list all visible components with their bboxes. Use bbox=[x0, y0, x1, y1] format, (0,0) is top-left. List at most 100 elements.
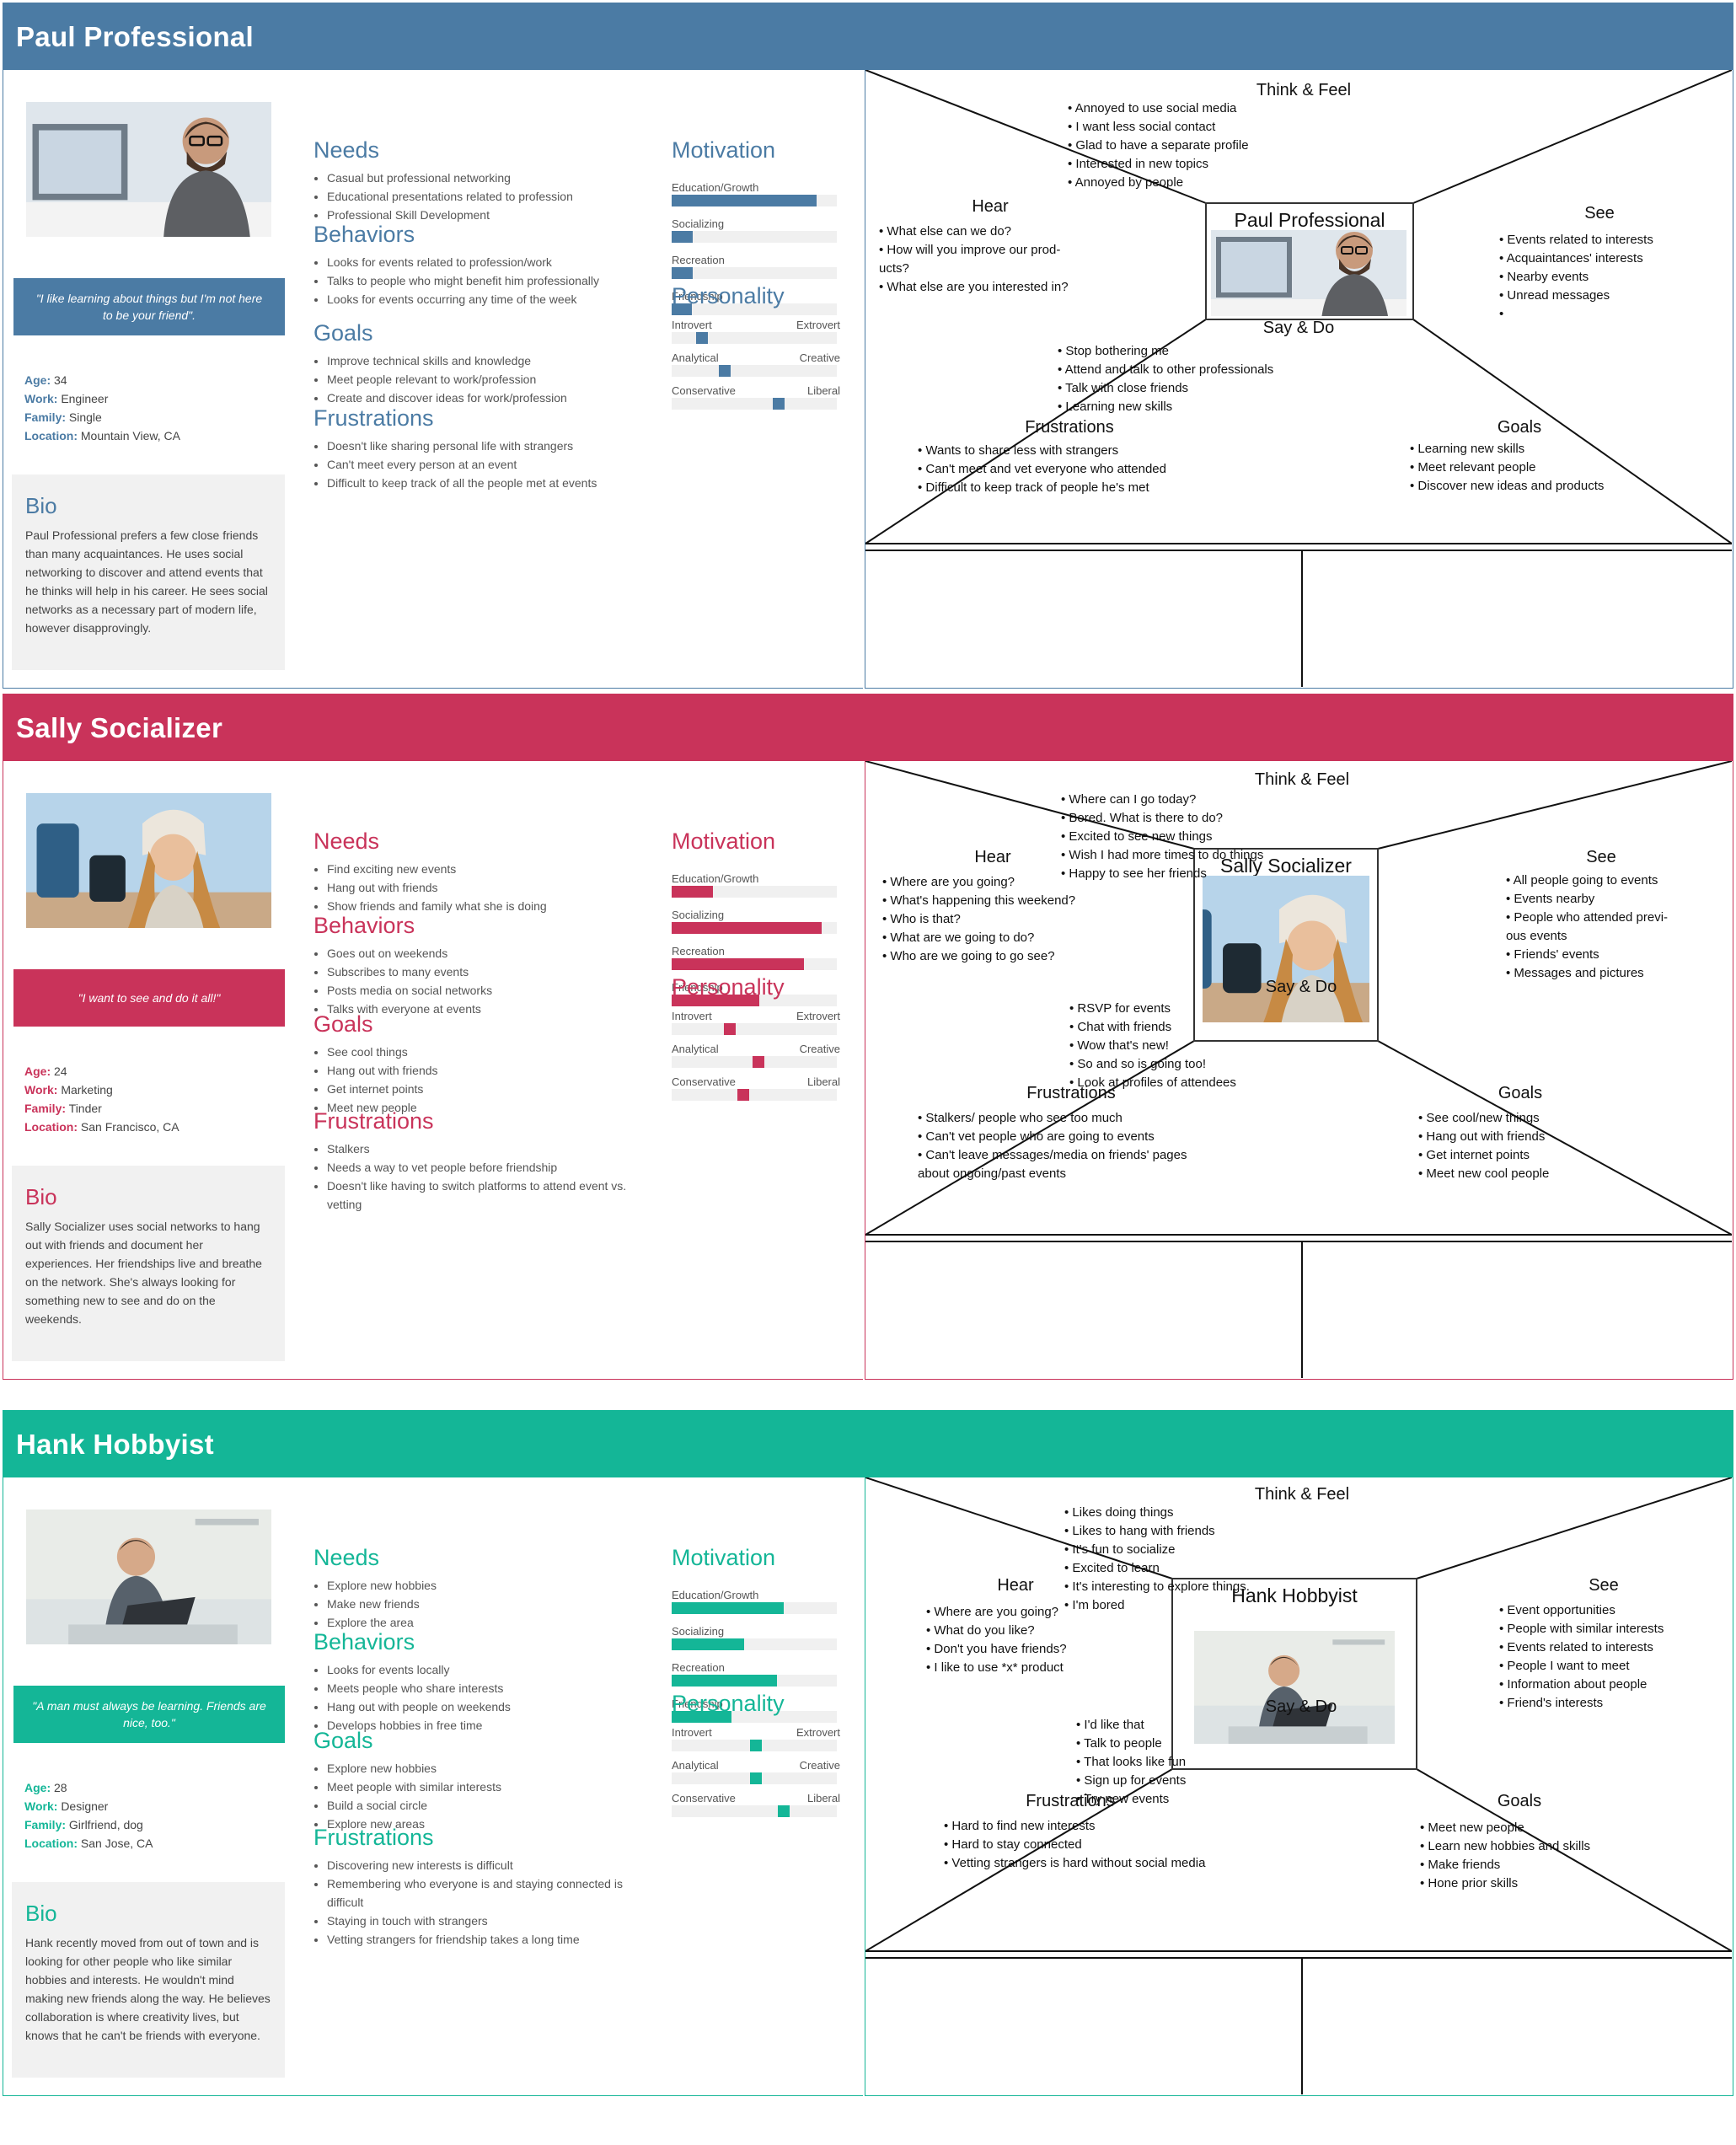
personality-labels: Conservative Liberal bbox=[672, 1075, 840, 1089]
empathy-item-text: RSVP for events bbox=[1077, 1001, 1171, 1016]
personality-title: Personality bbox=[672, 1691, 785, 1716]
empathy-item-text: Hang out with friends bbox=[1426, 1129, 1545, 1144]
empathy-item-text: People I want to meet bbox=[1507, 1659, 1630, 1673]
motivation-label: Recreation bbox=[672, 1661, 725, 1674]
fact-location: Location: San Francisco, CA bbox=[24, 1118, 179, 1136]
empathy-item: • Nearby events bbox=[1499, 270, 1589, 284]
persona-profile: "I want to see and do it all!" Age: 24 Wor… bbox=[3, 761, 863, 1380]
think-feel-title: Think & Feel bbox=[1255, 1485, 1349, 1504]
motivation-label: Education/Growth bbox=[672, 1589, 759, 1601]
quote-text: "A man must always be learning. Friends … bbox=[32, 1699, 266, 1729]
divider-line bbox=[865, 761, 1195, 850]
personality-row: Analytical Creative bbox=[672, 1758, 840, 1784]
scale-left-label: Introvert bbox=[672, 319, 712, 331]
empathy-item-text: Can't vet people who are going to events bbox=[925, 1129, 1154, 1144]
personality-title: Personality bbox=[672, 283, 785, 308]
list-item: Talks to people who might benefit him pr… bbox=[327, 271, 651, 290]
fact-label: Location: bbox=[24, 1120, 78, 1134]
needs-title: Needs bbox=[313, 1545, 380, 1570]
empathy-item: • People with similar interests bbox=[1499, 1622, 1664, 1636]
frustrations-title: Frustrations bbox=[313, 1825, 434, 1850]
divider-line bbox=[1412, 319, 1732, 544]
empathy-map: Sally Socializer Think & Feel • Where can … bbox=[865, 761, 1733, 1380]
bullet-icon: • bbox=[882, 930, 890, 945]
motivation-track bbox=[672, 267, 837, 279]
bullet-icon: • bbox=[918, 443, 925, 458]
empathy-item-text: Friends' events bbox=[1514, 947, 1599, 962]
personality-track bbox=[672, 1023, 837, 1035]
fact-value: Single bbox=[68, 410, 102, 424]
empathy-item: • Hone prior skills bbox=[1420, 1876, 1518, 1890]
empathy-item-text: See cool/new things bbox=[1426, 1111, 1539, 1125]
persona-2: Hank Hobbyist "A man must always be learn… bbox=[0, 1408, 1736, 2122]
bullet-icon: • bbox=[1076, 1718, 1084, 1732]
list-item: Can't meet every person at an event bbox=[327, 455, 651, 474]
scale-right-label: Extrovert bbox=[796, 1726, 840, 1739]
empathy-item: • Vetting strangers is hard without soci… bbox=[944, 1856, 1206, 1870]
list-item: Difficult to keep track of all the peopl… bbox=[327, 474, 651, 492]
say-do-title: Say & Do bbox=[1263, 319, 1334, 337]
personality-row: Introvert Extrovert bbox=[672, 1725, 840, 1751]
empathy-item-text: Information about people bbox=[1507, 1677, 1647, 1692]
empathy-item: • It's interesting to explore things. bbox=[1064, 1579, 1250, 1594]
frustrations-list: Doesn't like sharing personal life with … bbox=[313, 437, 651, 492]
list-item: Needs a way to vet people before friends… bbox=[327, 1158, 651, 1177]
fact-value: San Jose, CA bbox=[80, 1837, 153, 1850]
fact-label: Family: bbox=[24, 410, 67, 424]
empathy-item-text: Meet new people bbox=[1428, 1821, 1524, 1835]
personality-marker bbox=[773, 398, 785, 410]
empathy-map-canvas: Hank Hobbyist Think & Feel • Likes doing t… bbox=[865, 1477, 1732, 2094]
bullet-icon: • bbox=[1069, 1038, 1077, 1053]
goals-title: Goals bbox=[313, 320, 373, 346]
empathy-item-text: I'm bored bbox=[1072, 1598, 1124, 1612]
motivation-label: Recreation bbox=[672, 254, 725, 266]
empathy-item-text: Sign up for events bbox=[1084, 1773, 1186, 1788]
fact-age: Age: 34 bbox=[24, 371, 180, 389]
empathy-item-text: So and so is going too! bbox=[1077, 1057, 1206, 1071]
empathy-item: • Interested in new topics bbox=[1068, 157, 1208, 171]
personality-section: Personality Introvert Extrovert Analytical C… bbox=[672, 1691, 840, 1824]
personality-marker bbox=[696, 332, 709, 344]
hear-quadrant: Hear• Where are you going?• What do you … bbox=[926, 1576, 1067, 1675]
fact-family: Family: Girlfriend, dog bbox=[24, 1815, 153, 1834]
list-item: Looks for events occurring any time of t… bbox=[327, 290, 651, 308]
list-item: See cool things bbox=[327, 1043, 651, 1061]
bullet-icon: • bbox=[1058, 344, 1065, 358]
list-item: Discovering new interests is difficult bbox=[327, 1856, 651, 1874]
bullet-icon: • bbox=[918, 1129, 925, 1144]
fact-family: Family: Tinder bbox=[24, 1099, 179, 1118]
bullet-icon: • bbox=[926, 1623, 934, 1638]
bullet-icon: • bbox=[1069, 1057, 1077, 1071]
scale-left-label: Introvert bbox=[672, 1726, 712, 1739]
fact-work: Work: Marketing bbox=[24, 1081, 179, 1099]
motivation-label: Friendship bbox=[672, 290, 723, 303]
empathy-item-text: What are we going to do? bbox=[890, 930, 1034, 945]
hear-title: Hear bbox=[974, 848, 1011, 866]
frustrations-title: Frustrations bbox=[313, 1108, 434, 1134]
empathy-item: • Can't leave messages/media on friends'… bbox=[918, 1148, 1187, 1162]
fact-value: Tinder bbox=[68, 1102, 102, 1115]
empathy-item-text: Meet relevant people bbox=[1417, 460, 1535, 475]
empathy-item-text: Events nearby bbox=[1514, 892, 1594, 906]
persona-photo bbox=[26, 793, 271, 928]
empathy-item: • Annoyed to use social media bbox=[1068, 101, 1237, 115]
empathy-item: about ongoing/past events bbox=[918, 1166, 1066, 1181]
bio-box: Bio Sally Socializer uses social networks… bbox=[12, 1166, 285, 1361]
center-name: Hank Hobbyist bbox=[1231, 1585, 1358, 1606]
empathy-item: • Meet new people bbox=[1420, 1821, 1524, 1835]
fact-value: Designer bbox=[61, 1799, 109, 1813]
empathy-map: Paul Professional Think & Feel • Annoyed t… bbox=[865, 70, 1733, 689]
empathy-item-text: Wow that's new! bbox=[1077, 1038, 1168, 1053]
empathy-item: • Events related to interests bbox=[1499, 233, 1653, 247]
list-item: Stalkers bbox=[327, 1140, 651, 1158]
list-item: Meets people who share interests bbox=[327, 1679, 651, 1697]
empathy-item: • Meet new cool people bbox=[1418, 1166, 1549, 1181]
hear-quadrant: Hear• What else can we do?• How will you… bbox=[879, 197, 1069, 294]
empathy-item-text: Acquaintances' interests bbox=[1507, 251, 1643, 265]
empathy-item-text: Annoyed to use social media bbox=[1075, 101, 1237, 115]
list-item: Explore the area bbox=[327, 1613, 651, 1632]
think-feel-title: Think & Feel bbox=[1255, 770, 1349, 789]
em-goals-title: Goals bbox=[1498, 418, 1541, 437]
bullet-icon: • bbox=[1506, 966, 1514, 980]
personality-track bbox=[672, 1089, 837, 1101]
